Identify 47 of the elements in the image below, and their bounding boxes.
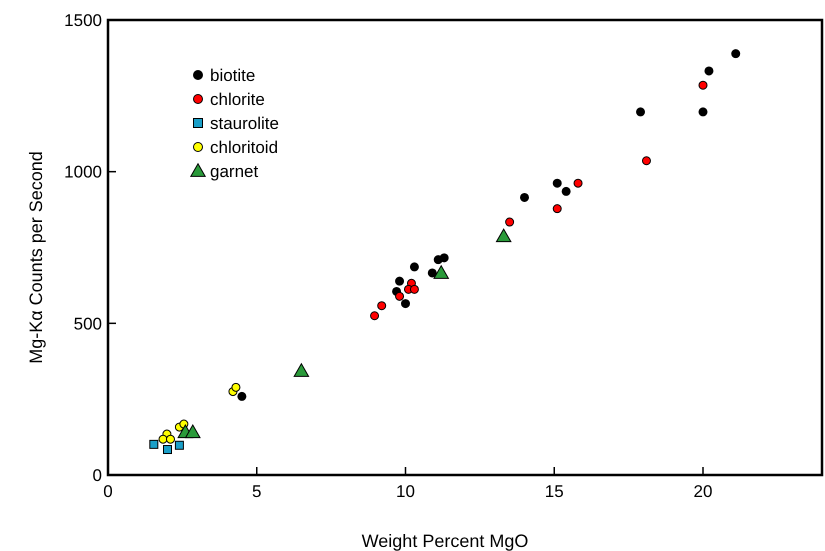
legend-label: staurolite bbox=[210, 114, 279, 133]
y-tick-label: 0 bbox=[92, 466, 102, 485]
point bbox=[520, 192, 529, 202]
point bbox=[395, 276, 404, 286]
point bbox=[237, 392, 246, 401]
point bbox=[410, 262, 419, 272]
point bbox=[434, 265, 449, 279]
point bbox=[574, 178, 583, 188]
point bbox=[552, 178, 562, 188]
point bbox=[401, 299, 410, 308]
x-tick-label: 5 bbox=[252, 482, 262, 501]
legend-label: chlorite bbox=[210, 90, 265, 109]
point bbox=[552, 204, 562, 214]
point bbox=[370, 311, 380, 320]
point bbox=[428, 268, 437, 278]
point bbox=[377, 301, 386, 310]
point bbox=[149, 440, 158, 449]
point bbox=[704, 66, 714, 76]
point bbox=[158, 434, 168, 444]
x-tick-label: 20 bbox=[694, 482, 712, 501]
point bbox=[440, 253, 449, 262]
point bbox=[698, 80, 708, 90]
point bbox=[505, 218, 514, 227]
point bbox=[395, 292, 404, 301]
legend-label: chloritoid bbox=[210, 138, 278, 157]
point bbox=[410, 284, 419, 294]
point bbox=[163, 445, 172, 454]
y-tick-label: 500 bbox=[74, 314, 102, 334]
x-tick-label: 10 bbox=[396, 482, 415, 501]
x-tick-label: 15 bbox=[544, 482, 564, 501]
point bbox=[698, 107, 708, 116]
point bbox=[731, 49, 740, 58]
legend-label: biotite bbox=[210, 66, 256, 85]
y-axis-title: Mg-Kα Counts per Second bbox=[26, 151, 46, 364]
point bbox=[496, 228, 512, 242]
point bbox=[562, 186, 571, 196]
legend-label: garnet bbox=[210, 162, 258, 181]
point bbox=[174, 440, 184, 450]
point bbox=[166, 434, 175, 444]
point bbox=[231, 382, 240, 392]
point bbox=[294, 363, 310, 377]
y-tick-label: 1500 bbox=[64, 11, 102, 30]
point bbox=[642, 156, 651, 166]
point bbox=[185, 424, 200, 438]
x-axis-title: Weight Percent MgO bbox=[362, 531, 528, 551]
point bbox=[636, 107, 646, 116]
y-tick-label: 1000 bbox=[64, 162, 102, 182]
